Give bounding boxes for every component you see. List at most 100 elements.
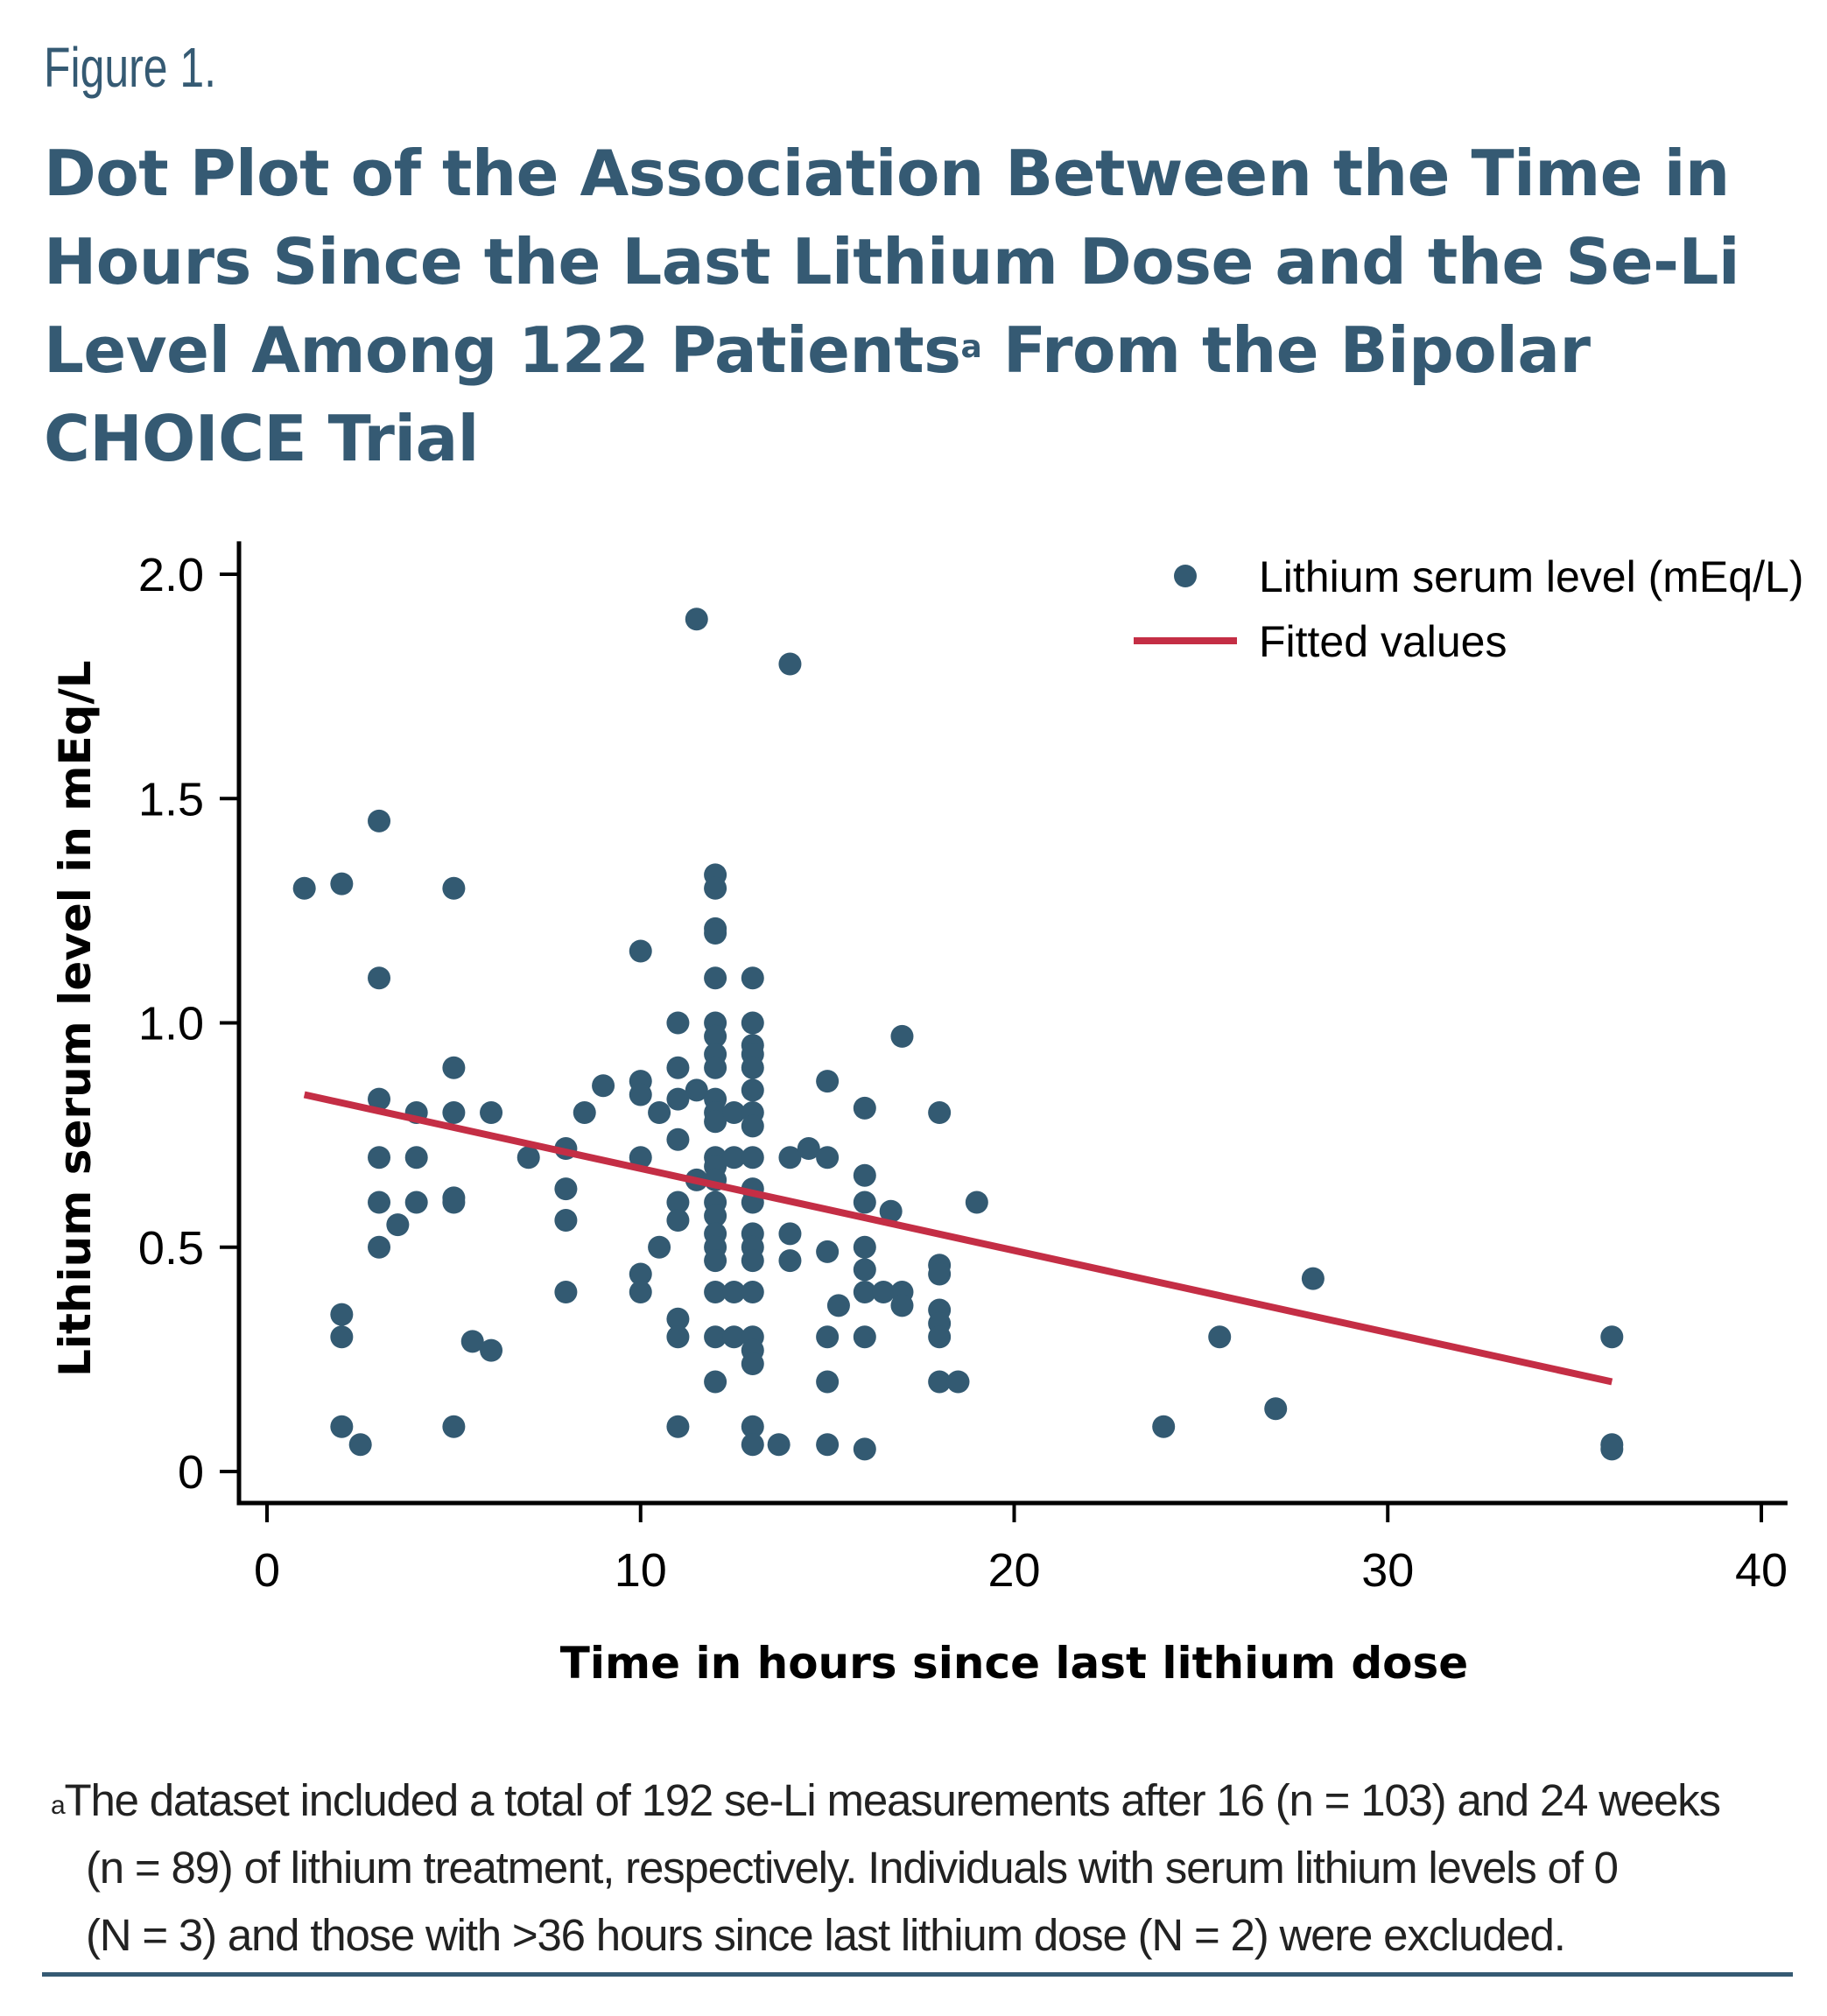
data-point — [928, 1370, 952, 1394]
data-point — [629, 1083, 652, 1106]
data-point — [330, 1303, 354, 1326]
data-point — [442, 1056, 466, 1079]
data-point — [330, 872, 354, 896]
data-point — [704, 1024, 727, 1048]
data-point — [685, 608, 708, 631]
data-point — [928, 1101, 952, 1124]
data-point — [816, 1370, 840, 1394]
data-point — [460, 1330, 484, 1353]
data-point — [330, 1325, 354, 1349]
legend: Lithium serum level (mEq/L) Fitted value… — [1134, 552, 1803, 666]
data-point — [704, 1370, 727, 1394]
data-point — [404, 1146, 428, 1170]
data-point — [386, 1213, 410, 1237]
data-point — [442, 1101, 466, 1124]
x-ticks: 0 10 20 30 40 — [254, 1503, 1788, 1597]
data-point — [480, 1101, 503, 1124]
data-point — [368, 1191, 391, 1214]
data-point — [442, 876, 466, 900]
data-point — [666, 1127, 690, 1151]
title-line-3-suffix: From the Bipolar — [981, 313, 1591, 387]
data-point — [1152, 1415, 1176, 1438]
data-point — [648, 1101, 671, 1124]
legend-dot-icon — [1174, 565, 1197, 587]
data-point — [292, 876, 316, 900]
data-point — [704, 966, 727, 990]
data-point — [666, 1191, 690, 1214]
x-tick-label: 0 — [254, 1544, 280, 1597]
data-point — [704, 1249, 727, 1273]
data-point — [741, 1056, 764, 1079]
data-point — [853, 1191, 876, 1214]
data-point — [629, 1146, 652, 1170]
y-tick-label: 2.0 — [138, 549, 204, 601]
data-point — [853, 1235, 876, 1259]
data-point — [666, 1087, 690, 1111]
title-footnote-marker: a — [960, 329, 982, 365]
legend-label-fitted: Fitted values — [1259, 617, 1507, 666]
data-point — [554, 1209, 578, 1232]
y-tick-label: 0.5 — [138, 1222, 204, 1275]
data-point — [722, 1146, 746, 1170]
data-point — [666, 1325, 690, 1349]
data-point — [722, 1325, 746, 1349]
data-point — [872, 1281, 896, 1303]
data-point — [928, 1262, 952, 1286]
data-point — [741, 1352, 764, 1375]
footnote: aThe dataset included a total of 192 se-… — [51, 1767, 1810, 1969]
data-point — [853, 1258, 876, 1282]
data-point — [741, 1146, 764, 1170]
x-tick-label: 30 — [1361, 1544, 1414, 1597]
bottom-rule — [42, 1972, 1793, 1977]
title-line-3: Level Among 122 Patientsa From the Bipol… — [44, 306, 1795, 395]
data-point — [741, 1114, 764, 1138]
title-line-2: Hours Since the Last Lithium Dose and th… — [44, 225, 1740, 299]
data-point — [1264, 1397, 1288, 1421]
scatter-chart: 0 0.5 1.0 1.5 2.0 0 10 20 30 40 Lithium serum le… — [50, 541, 1803, 1689]
data-point — [797, 1137, 820, 1160]
data-point — [816, 1146, 840, 1170]
data-point — [741, 1249, 764, 1273]
data-point — [879, 1199, 903, 1223]
data-point — [704, 1110, 727, 1134]
legend-label-points: Lithium serum level (mEq/L) — [1259, 552, 1803, 601]
footnote-line-2: (n = 89) of lithium treatment, respectiv… — [86, 1843, 1619, 1893]
data-point — [330, 1415, 354, 1438]
data-point — [1301, 1267, 1325, 1290]
data-point — [816, 1433, 840, 1457]
data-point — [722, 1281, 746, 1303]
data-point — [666, 1209, 690, 1232]
title-line-1: Dot Plot of the Association Between the … — [44, 137, 1730, 210]
axes: 0 0.5 1.0 1.5 2.0 0 10 20 30 40 — [138, 541, 1788, 1597]
footnote-line-1: aThe dataset included a total of 192 se-… — [51, 1767, 1810, 1834]
y-tick-label: 1.0 — [138, 998, 204, 1050]
data-point — [442, 1415, 466, 1438]
data-point — [666, 1415, 690, 1438]
title-line-3-text: Level Among 122 Patients — [44, 313, 961, 387]
data-point — [704, 1056, 727, 1079]
data-point — [348, 1433, 372, 1457]
data-point — [685, 1078, 708, 1102]
data-point — [368, 966, 391, 990]
data-point — [629, 939, 652, 963]
y-tick-label: 0 — [178, 1446, 204, 1499]
data-point — [1600, 1437, 1624, 1461]
data-point — [1208, 1325, 1232, 1349]
data-point — [704, 876, 727, 900]
data-point — [368, 1087, 391, 1111]
data-point — [741, 1433, 764, 1457]
data-point — [368, 809, 391, 832]
data-point — [816, 1325, 840, 1349]
data-point — [629, 1262, 652, 1286]
data-point — [853, 1325, 876, 1349]
data-point — [704, 1204, 727, 1227]
data-points — [292, 608, 1624, 1461]
y-axis-title: Lithium serum level in mEq/L — [50, 660, 101, 1377]
data-point — [965, 1191, 988, 1214]
data-point — [816, 1240, 840, 1263]
data-point — [592, 1074, 615, 1098]
footnote-line-3: (N = 3) and those with >36 hours since l… — [86, 1910, 1566, 1960]
figure-title: Dot Plot of the Association Between the … — [44, 130, 1795, 483]
data-point — [704, 1325, 727, 1349]
y-ticks: 0 0.5 1.0 1.5 2.0 — [138, 549, 239, 1499]
